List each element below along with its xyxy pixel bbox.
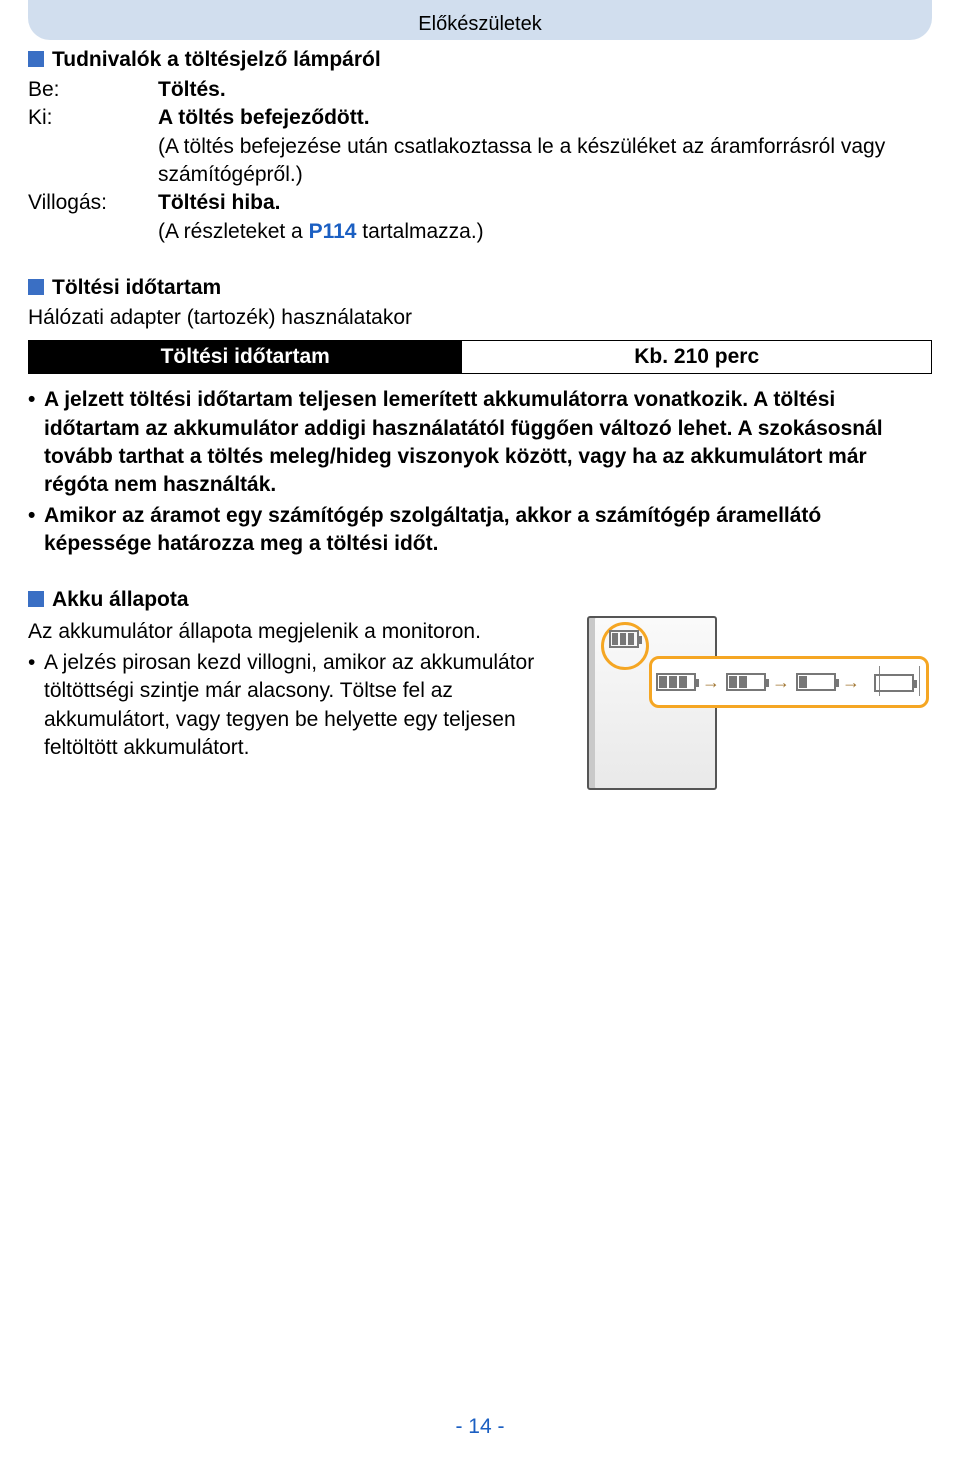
battery-status-diagram: → → → — [587, 616, 932, 790]
square-bullet-icon — [28, 591, 44, 607]
section3-title: Akku állapota — [28, 588, 932, 612]
page: Előkészületek Tudnivalók a töltésjelző l… — [0, 0, 960, 1461]
def-row-be: Be: Töltés. — [28, 76, 932, 104]
def-label-ki: Ki: — [28, 104, 158, 189]
section1-title: Tudnivalók a töltésjelző lámpáról — [28, 48, 932, 72]
section3-title-text: Akku állapota — [52, 588, 189, 611]
section2-subtitle: Hálózati adapter (tartozék) használatako… — [28, 304, 932, 332]
section2-title-text: Töltési időtartam — [52, 276, 221, 299]
def-text-be: Töltés. — [158, 78, 226, 101]
akku-line1: Az akkumulátor állapota megjelenik a mon… — [28, 618, 569, 646]
square-bullet-icon — [28, 279, 44, 295]
akku-section: Az akkumulátor állapota megjelenik a mon… — [28, 616, 932, 790]
square-bullet-icon — [28, 51, 44, 67]
battery-0-icon — [874, 674, 914, 692]
def-text-ki1: A töltés befejeződött. — [158, 106, 370, 129]
battery-full-icon — [609, 630, 639, 648]
battery-2-icon — [726, 673, 766, 691]
battery-states-callout: → → → — [649, 656, 929, 708]
header-band: Előkészületek — [28, 0, 932, 40]
battery-3-icon — [656, 673, 696, 691]
section1-title-text: Tudnivalók a töltésjelző lámpáról — [52, 48, 381, 71]
bullet-item: A jelzett töltési időtartam teljesen lem… — [28, 386, 932, 499]
table-value: Kb. 210 perc — [462, 341, 932, 374]
def-text-vil1: Töltési hiba. — [158, 191, 281, 214]
link-p114[interactable]: P114 — [309, 220, 357, 243]
def-label-vil: Villogás: — [28, 189, 158, 246]
akku-bullet: A jelzés pirosan kezd villogni, amikor a… — [28, 649, 569, 762]
def-text-ki2: (A töltés befejezése után csatlakoztassa… — [158, 135, 885, 186]
section2-bullets: A jelzett töltési időtartam teljesen lem… — [28, 386, 932, 558]
def-row-vil: Villogás: Töltési hiba. (A részleteket a… — [28, 189, 932, 246]
charging-time-table: Töltési időtartam Kb. 210 perc — [28, 340, 932, 374]
def-text-vil2a: (A részleteket a — [158, 220, 309, 243]
arrow-right-icon: → — [772, 672, 790, 693]
def-text-vil2b: tartalmazza.) — [356, 220, 483, 243]
section2-title: Töltési időtartam — [28, 276, 932, 300]
def-label-be: Be: — [28, 76, 158, 104]
battery-1-icon — [796, 673, 836, 691]
table-header: Töltési időtartam — [29, 341, 462, 374]
def-row-ki: Ki: A töltés befejeződött. (A töltés bef… — [28, 104, 932, 189]
arrow-right-icon: → — [842, 672, 860, 693]
page-number: - 14 - — [0, 1415, 960, 1439]
arrow-right-icon: → — [702, 672, 720, 693]
akku-text: Az akkumulátor állapota megjelenik a mon… — [28, 616, 569, 770]
battery-empty-blink-icon — [866, 672, 922, 692]
bullet-item: Amikor az áramot egy számítógép szolgált… — [28, 502, 932, 559]
header-title: Előkészületek — [418, 13, 541, 35]
